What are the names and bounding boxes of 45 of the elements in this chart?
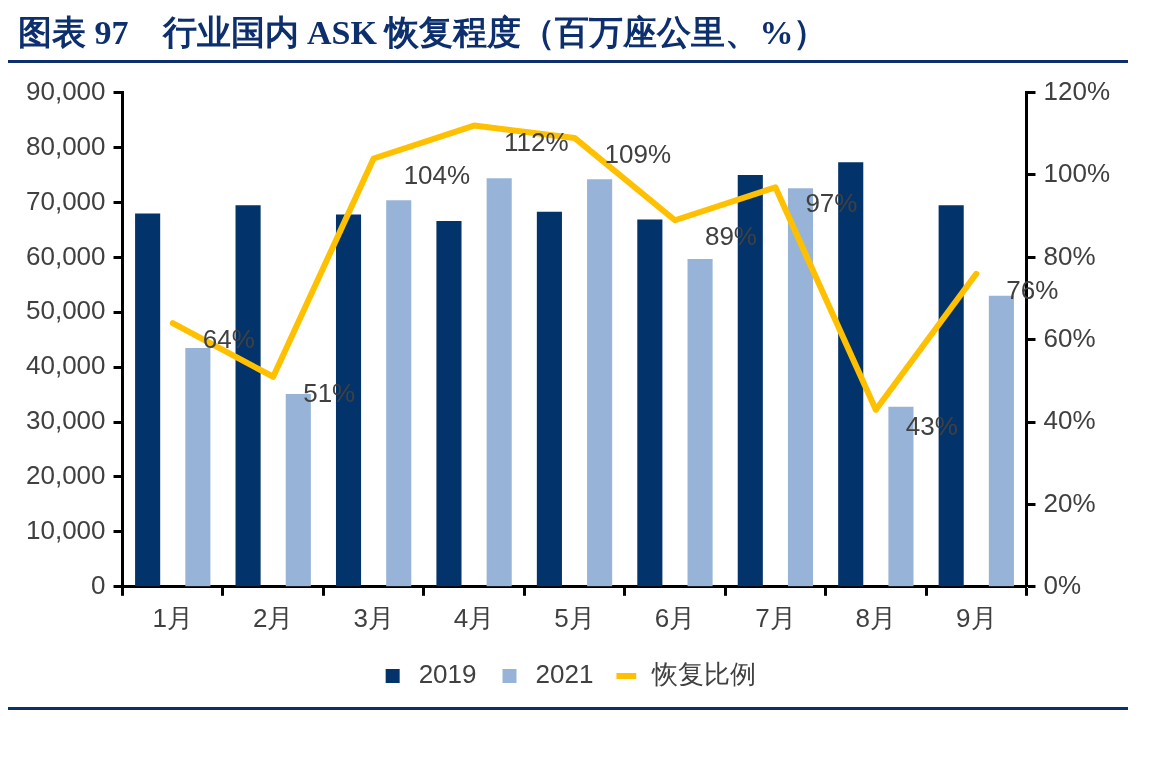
- legend-label: 2021: [535, 659, 594, 690]
- bar: [135, 213, 161, 587]
- data-label: 109%: [604, 139, 672, 170]
- y2-tick-label: 0%: [1043, 569, 1082, 600]
- x-tick-label: 8月: [855, 602, 897, 633]
- bar: [536, 211, 562, 587]
- y2-tick-label: 40%: [1043, 405, 1096, 436]
- bar: [637, 219, 663, 587]
- bar: [587, 179, 613, 587]
- bar: [486, 178, 512, 587]
- y2-tick-label: 100%: [1043, 158, 1110, 189]
- y2-tick-label: 20%: [1043, 487, 1096, 518]
- y2-tick-label: 120%: [1043, 75, 1110, 106]
- y-tick-label: 0: [91, 569, 106, 600]
- y-tick-label: 50,000: [25, 295, 106, 326]
- y-tick-label: 40,000: [25, 350, 106, 381]
- x-tick-label: 6月: [654, 602, 696, 633]
- chart-title: 图表 97 行业国内 ASK 恢复程度（百万座公里、%）: [17, 13, 829, 53]
- bar: [386, 200, 412, 587]
- data-label: 43%: [905, 410, 958, 441]
- bar: [687, 258, 713, 587]
- x-tick-label: 1月: [152, 602, 193, 633]
- y-tick-label: 70,000: [25, 185, 106, 216]
- y-tick-label: 60,000: [25, 240, 106, 271]
- data-label: 97%: [805, 188, 858, 219]
- y-tick-label: 30,000: [25, 405, 106, 436]
- x-tick-label: 2月: [252, 602, 294, 633]
- y2-tick-label: 80%: [1043, 240, 1096, 271]
- legend-label: 2019: [418, 659, 477, 690]
- y2-tick-label: 60%: [1043, 322, 1096, 353]
- x-tick-label: 7月: [755, 602, 796, 633]
- bar: [436, 221, 462, 587]
- data-label: 104%: [403, 159, 471, 190]
- legend-label: 恢复比例: [651, 659, 757, 690]
- y-tick-label: 80,000: [25, 130, 106, 161]
- y-tick-label: 20,000: [25, 460, 106, 491]
- y-tick-label: 90,000: [25, 75, 106, 106]
- x-tick-label: 3月: [353, 602, 394, 633]
- x-tick-label: 9月: [956, 602, 997, 633]
- data-label: 64%: [202, 324, 255, 355]
- bar: [185, 347, 211, 587]
- x-tick-label: 5月: [554, 602, 595, 633]
- data-label: 112%: [504, 126, 569, 157]
- x-tick-label: 4月: [453, 602, 495, 633]
- y-tick-label: 10,000: [25, 515, 106, 546]
